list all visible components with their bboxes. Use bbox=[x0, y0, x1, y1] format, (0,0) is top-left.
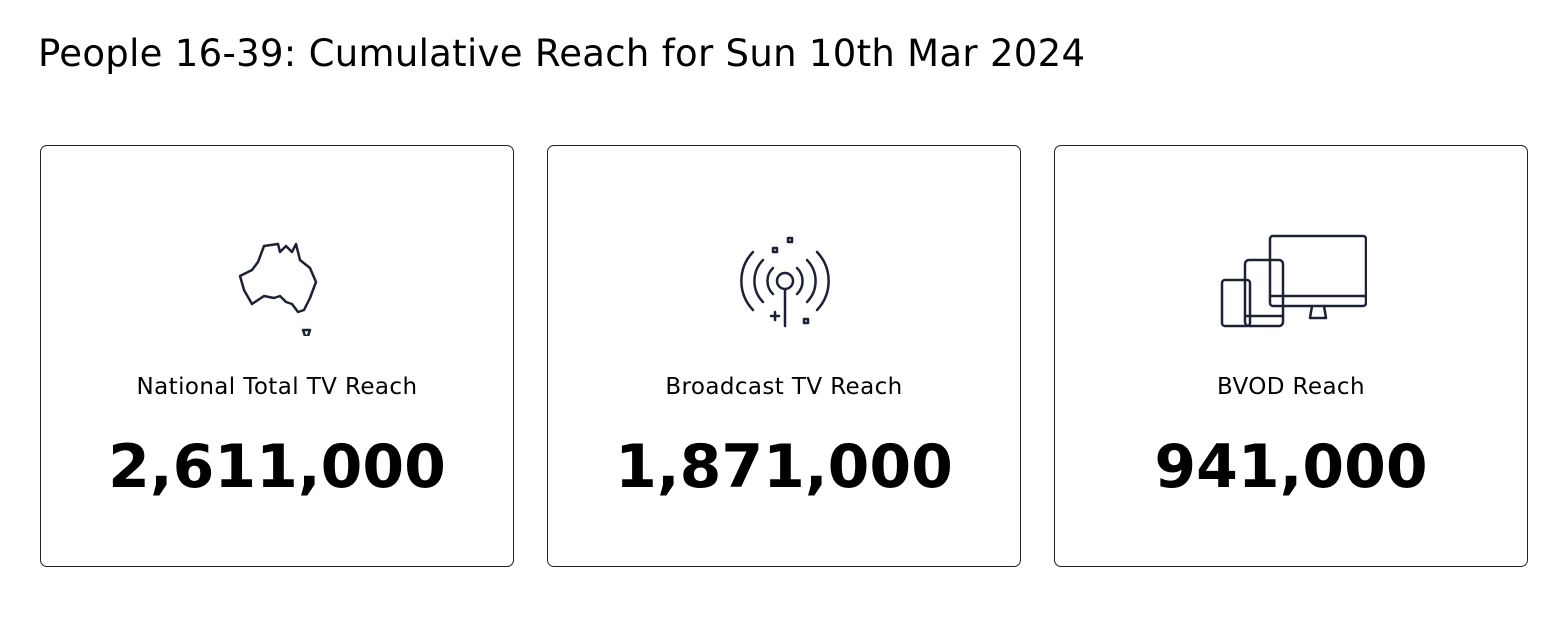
card-label: Broadcast TV Reach bbox=[665, 374, 903, 400]
card-value: 2,611,000 bbox=[108, 432, 446, 502]
reach-card: BVOD Reach 941,000 bbox=[1054, 145, 1528, 567]
australia-icon bbox=[238, 242, 318, 336]
card-label: BVOD Reach bbox=[1217, 374, 1365, 400]
page-title: People 16-39: Cumulative Reach for Sun 1… bbox=[38, 32, 1086, 75]
card-value: 941,000 bbox=[1154, 432, 1428, 502]
card-label: National Total TV Reach bbox=[136, 374, 418, 400]
card-value: 1,871,000 bbox=[615, 432, 953, 502]
reach-card: Broadcast TV Reach 1,871,000 bbox=[547, 145, 1021, 567]
devices-icon bbox=[1220, 234, 1367, 328]
reach-card: National Total TV Reach 2,611,000 bbox=[40, 145, 514, 567]
broadcast-icon bbox=[740, 236, 830, 328]
